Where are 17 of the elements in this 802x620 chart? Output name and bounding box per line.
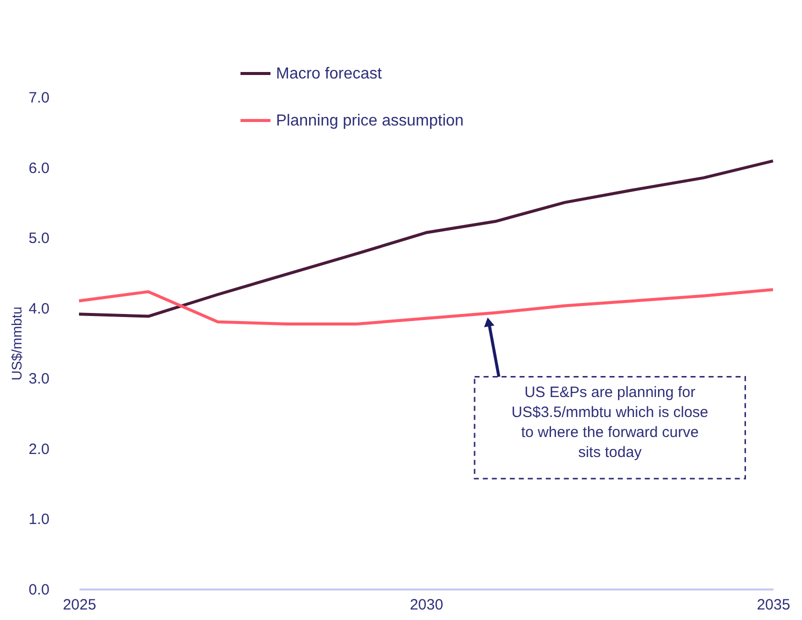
legend-label: Planning price assumption <box>276 112 464 130</box>
y-tick-label: 1.0 <box>28 511 50 528</box>
y-tick-label: 5.0 <box>28 230 50 248</box>
y-tick-label: 3.0 <box>28 370 50 388</box>
x-tick-label: 2025 <box>62 596 96 614</box>
legend-label: Macro forecast <box>276 66 382 82</box>
y-tick-label: 4.0 <box>28 300 50 318</box>
y-axis-title: US$/mmbtu <box>8 306 25 380</box>
y-tick-label: 6.0 <box>28 160 50 177</box>
line-series <box>78 288 774 326</box>
annotation: US E&Ps are planning for US$3.5/mmbtu which is close to where the forward curve sits today <box>512 384 708 462</box>
y-tick-label: 0.0 <box>28 582 50 598</box>
y-tick-label: 7.0 <box>28 90 50 106</box>
line-series <box>78 159 774 318</box>
y-tick-label: 2.0 <box>28 440 50 458</box>
x-tick-label: 2030 <box>410 596 444 614</box>
x-tick-label: 2035 <box>756 596 790 614</box>
